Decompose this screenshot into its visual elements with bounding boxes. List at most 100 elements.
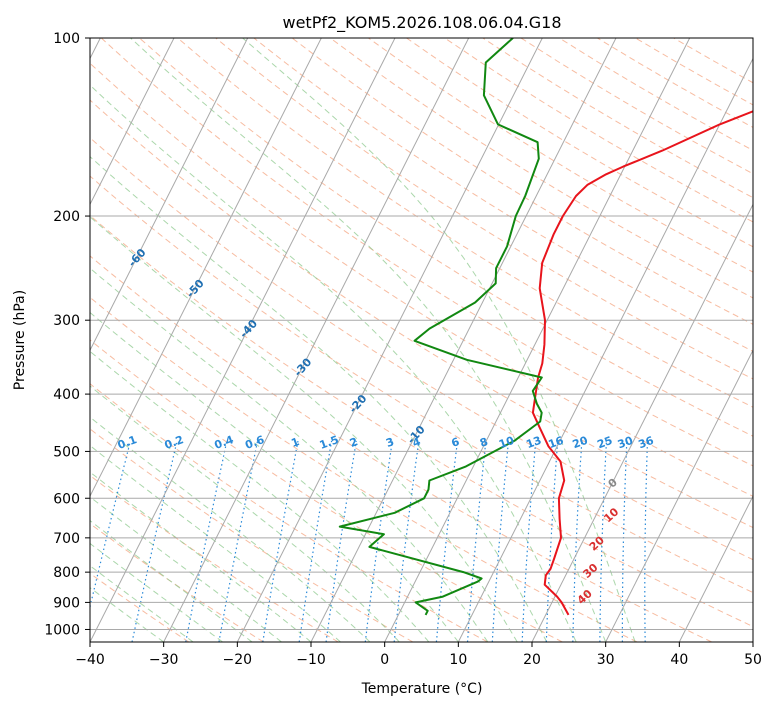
- mixing-ratio-label: 13: [524, 434, 543, 451]
- mixing-ratio-line: [521, 440, 537, 642]
- isotherm: [90, 38, 249, 352]
- dry-adiabat: [90, 572, 190, 642]
- x-tick-label: −10: [296, 652, 326, 668]
- moist-adiabat: [90, 416, 371, 642]
- isotherm: [531, 203, 753, 642]
- x-tick-label: 10: [449, 652, 467, 668]
- moist-adiabat: [90, 542, 223, 642]
- isotherm: [678, 495, 753, 642]
- mixing-ratio-line: [644, 440, 649, 642]
- dry-adiabat: [90, 428, 414, 642]
- moist-adiabat: [90, 267, 489, 642]
- moist-adiabat: [90, 444, 341, 642]
- mixing-ratio-label: 0.6: [243, 433, 266, 452]
- mixing-ratio-line: [466, 440, 487, 642]
- mixing-ratio-label: 20: [571, 434, 590, 452]
- mixing-ratio-label: 0.2: [163, 433, 186, 452]
- x-tick-label: 0: [380, 652, 389, 668]
- mixing-ratio-label: 36: [637, 434, 656, 452]
- mixing-ratio-label: 30: [616, 434, 635, 452]
- dry-adiabat: [90, 255, 712, 642]
- y-tick-label: 800: [53, 565, 80, 581]
- dry-adiabat: [139, 38, 753, 437]
- dry-adiabat: [90, 175, 753, 594]
- mixing-ratio-label: 3: [384, 435, 396, 450]
- mixing-ratio-label: 0.1: [116, 433, 139, 452]
- mixing-ratio-line: [545, 440, 559, 642]
- mixing-ratio-line: [262, 440, 299, 642]
- x-axis-label: Temperature (°C): [361, 681, 483, 697]
- moist-adiabat: [130, 38, 607, 642]
- isotherm: [90, 38, 175, 206]
- moist-adiabat: [90, 587, 164, 642]
- dry-adiabat: [90, 62, 753, 497]
- dry-adiabat: [90, 99, 753, 529]
- y-tick-label: 300: [53, 313, 80, 329]
- y-tick-label: 700: [53, 531, 80, 547]
- y-tick-label: 100: [53, 31, 80, 47]
- x-tick-label: −30: [149, 652, 179, 668]
- isotherm: [90, 38, 396, 642]
- mixing-ratio-line: [599, 440, 607, 642]
- isotherm: [310, 38, 617, 642]
- mixing-ratio-line: [131, 440, 178, 642]
- dewpoint-line: [338, 38, 543, 616]
- moist-adiabat: [90, 565, 194, 642]
- moist-adiabat: [90, 84, 577, 642]
- moist-adiabat: [90, 471, 312, 642]
- mixing-ratio-line: [435, 440, 459, 642]
- dry-adiabat: [90, 296, 638, 642]
- x-tick-label: 20: [523, 652, 541, 668]
- mixing-ratio-label: 0.4: [213, 433, 236, 452]
- dry-adiabat: [90, 474, 339, 642]
- isotherm: [384, 38, 691, 642]
- y-axis-label: Pressure (hPa): [12, 290, 28, 390]
- mixing-ratio-line: [325, 440, 357, 642]
- x-tick-label: 50: [744, 652, 762, 668]
- mixing-ratio-label: 16: [547, 434, 566, 452]
- profile-lines: [338, 38, 753, 616]
- x-tick-label: 30: [597, 652, 615, 668]
- mixing-ratio-line: [364, 440, 393, 642]
- isotherm: [457, 57, 753, 642]
- background-lines: [90, 38, 753, 642]
- mixing-ratio-line: [491, 440, 510, 642]
- isotherm: [605, 349, 753, 642]
- y-tick-label: 500: [53, 444, 80, 460]
- y-tick-label: 900: [53, 595, 80, 611]
- mixing-ratio-line: [298, 440, 333, 642]
- mixing-ratio-label: 25: [595, 434, 614, 451]
- y-tick-label: 600: [53, 491, 80, 507]
- axes: −40 −30 −20 −10 0 10 20 30 40 5010020030040050060…: [44, 31, 762, 668]
- chart-title: wetPf2_KOM5.2026.108.06.04.G18: [282, 13, 561, 33]
- x-tick-label: −40: [75, 652, 105, 668]
- dry-adiabat: [291, 38, 753, 325]
- mixing-ratio-label: 10: [497, 434, 516, 452]
- isotherm: [236, 38, 543, 642]
- isotherm: [163, 38, 470, 642]
- dry-adiabat: [90, 137, 753, 561]
- mixing-ratio-line: [572, 440, 583, 642]
- mixing-ratio-label: 8: [478, 435, 490, 450]
- mixing-ratio-line: [185, 440, 228, 642]
- mixing-ratio-label: 1: [290, 435, 302, 450]
- x-tick-label: 40: [670, 652, 688, 668]
- moist-adiabat: [90, 155, 548, 642]
- dry-adiabat: [90, 214, 753, 628]
- moist-adiabat: [90, 216, 518, 642]
- x-tick-label: −20: [223, 652, 253, 668]
- mixing-ratio-label: 4: [411, 435, 423, 450]
- moist-adiabat: [242, 38, 636, 642]
- mixing-ratio-label: 6: [450, 435, 462, 450]
- moist-adiabat: [90, 519, 253, 642]
- plot-frame: [89, 37, 754, 643]
- y-tick-label: 200: [53, 209, 80, 225]
- mixing-ratio-label: 2: [348, 435, 360, 450]
- mixing-ratio-line: [621, 440, 628, 642]
- mixing-ratio-label: 1.5: [318, 433, 341, 452]
- mixing-ratio-line: [393, 440, 420, 642]
- dry-adiabat: [100, 38, 753, 467]
- y-tick-label: 400: [53, 387, 80, 403]
